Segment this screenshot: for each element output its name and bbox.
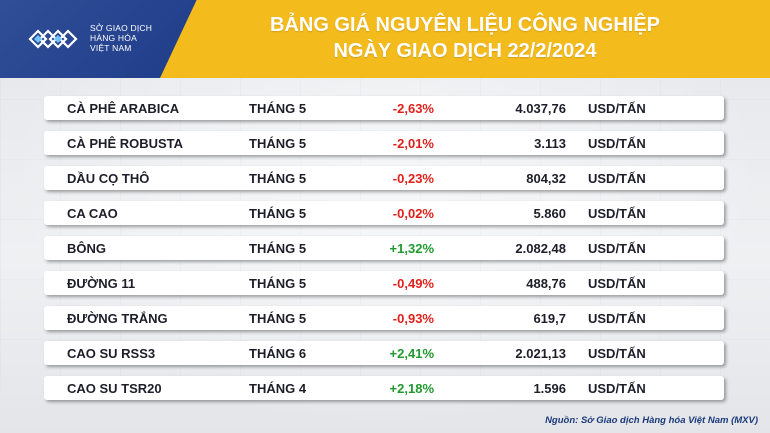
commodity-name: BÔNG [67,241,106,256]
source-note: Nguồn: Sở Giao dịch Hàng hóa Việt Nam (M… [545,415,758,426]
table-row: ĐƯỜNG 11 THÁNG 5 -0,49% 488,76 USD/TẤN [44,271,724,295]
price-value: 5.860 [533,206,566,221]
price-change: +2,18% [389,381,434,396]
table-row: CÀ PHÊ ARABICA THÁNG 5 -2,63% 4.037,76 USD/T… [44,96,724,120]
price-unit: USD/TẤN [588,101,646,116]
price-unit: USD/TẤN [588,276,646,291]
commodity-name: CA CAO [67,206,118,221]
contract-month: THÁNG 5 [249,101,307,116]
price-change: -2,01% [392,136,434,151]
price-unit: USD/TẤN [588,311,646,326]
price-change: -2,63% [392,101,434,116]
price-change: +2,41% [389,346,434,361]
price-unit: USD/TẤN [588,346,646,361]
price-unit: USD/TẤN [588,136,646,151]
header-banner: SỞ GIAO DỊCH HÀNG HÓA VIỆT NAM BẢNG GIÁ … [0,0,770,78]
contract-month: THÁNG 5 [249,206,307,221]
contract-month: THÁNG 4 [249,381,307,396]
table-row: BÔNG THÁNG 5 +1,32% 2.082,48 USD/TẤN [44,236,724,260]
brand-line-1: SỞ GIAO DỊCH [90,23,153,33]
price-unit: USD/TẤN [588,381,646,396]
price-value: 4.037,76 [515,101,566,116]
price-change: -0,23% [392,171,434,186]
price-table: CÀ PHÊ ARABICA THÁNG 5 -2,63% 4.037,76 USD/T… [44,96,724,411]
table-row: CÀ PHÊ ROBUSTA THÁNG 5 -2,01% 3.113 USD/TẤN [44,131,724,155]
table-row: CAO SU RSS3 THÁNG 6 +2,41% 2.021,13 USD/TẤN [44,341,724,365]
table-row: DẦU CỌ THÔ THÁNG 5 -0,23% 804,32 USD/TẤN [44,166,724,190]
contract-month: THÁNG 6 [249,346,307,361]
brand-line-3: VIỆT NAM [90,43,132,53]
commodity-name: CAO SU RSS3 [67,346,156,361]
mxv-logo-icon [28,29,78,49]
price-change: -0,93% [392,311,434,326]
page-title: BẢNG GIÁ NGUYÊN LIỆU CÔNG NGHIỆP [269,14,661,36]
price-change: +1,32% [389,241,434,256]
page-subtitle: NGÀY GIAO DỊCH 22/2/2024 [333,40,597,62]
contract-month: THÁNG 5 [249,311,307,326]
price-change: -0,49% [392,276,434,291]
contract-month: THÁNG 5 [249,171,307,186]
table-row: ĐƯỜNG TRẮNG THÁNG 5 -0,93% 619,7 USD/TẤN [44,306,724,330]
table-row: CA CAO THÁNG 5 -0,02% 5.860 USD/TẤN [44,201,724,225]
price-value: 619,7 [533,311,566,326]
price-change: -0,02% [392,206,434,221]
price-value: 488,76 [526,276,566,291]
price-value: 804,32 [526,171,566,186]
contract-month: THÁNG 5 [249,276,307,291]
commodity-name: CÀ PHÊ ROBUSTA [67,136,184,151]
table-row: CAO SU TSR20 THÁNG 4 +2,18% 1.596 USD/TẤN [44,376,724,400]
price-unit: USD/TẤN [588,171,646,186]
price-value: 2.082,48 [515,241,566,256]
brand-name: SỞ GIAO DỊCH HÀNG HÓA VIỆT NAM [90,23,152,53]
price-value: 2.021,13 [515,346,566,361]
commodity-name: CAO SU TSR20 [67,381,162,396]
contract-month: THÁNG 5 [249,241,307,256]
price-value: 3.113 [534,136,566,151]
commodity-name: ĐƯỜNG 11 [67,276,136,291]
commodity-name: CÀ PHÊ ARABICA [67,101,180,116]
price-unit: USD/TẤN [588,241,646,256]
price-value: 1.596 [533,381,566,396]
title-panel [160,0,770,78]
commodity-name: ĐƯỜNG TRẮNG [67,311,168,326]
brand-line-2: HÀNG HÓA [90,33,137,43]
price-unit: USD/TẤN [588,206,646,221]
contract-month: THÁNG 5 [249,136,307,151]
commodity-name: DẦU CỌ THÔ [67,171,150,186]
